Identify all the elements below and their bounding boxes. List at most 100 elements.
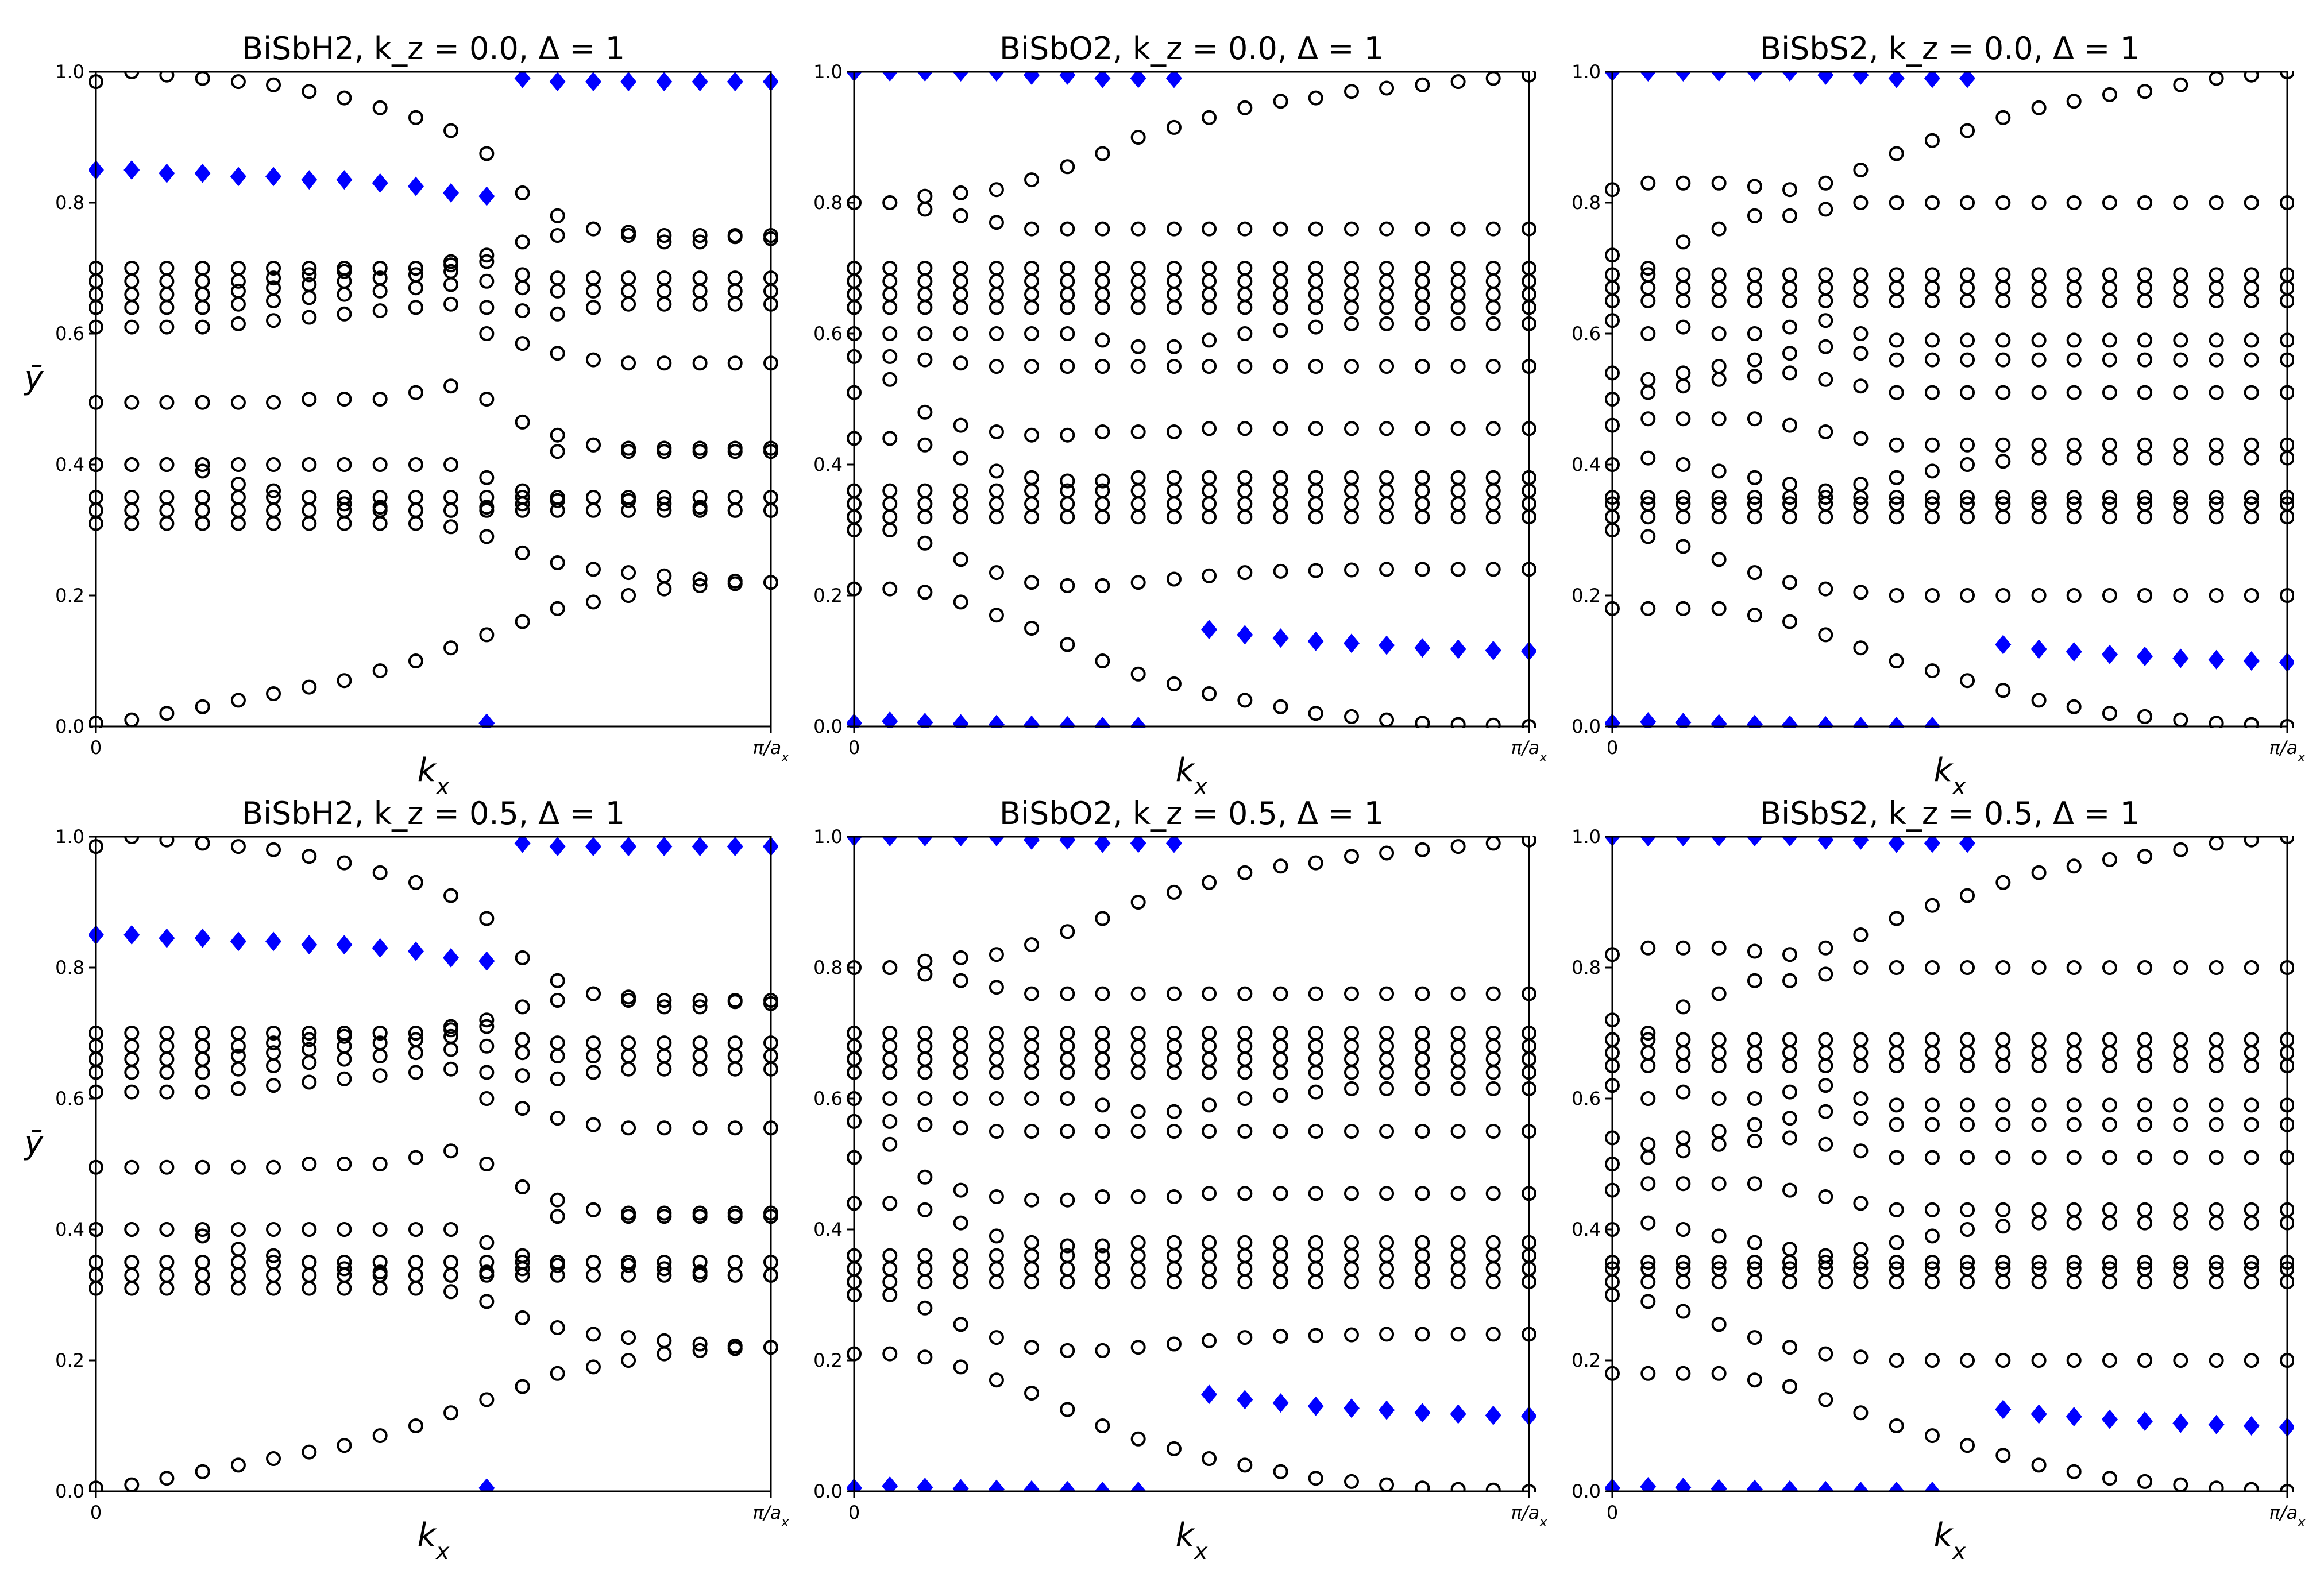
x-axis-label: kx [1176,752,1208,800]
edge-state-point [159,928,175,948]
bulk-point [230,502,246,518]
bulk-point [230,395,246,410]
data-markers [1605,71,2294,728]
edge-state-point [1094,1482,1111,1492]
bulk-point [1960,437,1975,453]
bulk-point [727,994,743,1010]
bulk-point [1166,1336,1182,1352]
bulk-point [2102,1150,2117,1165]
bulk-point [1995,1058,2011,1073]
bulk-point [1676,1274,1691,1290]
edge-state-point [1817,716,1834,728]
bulk-point [1818,581,1833,597]
edge-state-point [1130,717,1146,728]
bulk-point [727,270,743,286]
edge-state-point [1995,635,2012,655]
bulk-point [1450,273,1466,289]
bulk-point [1273,1274,1288,1290]
bulk-point [159,273,175,289]
bulk-point [1924,1202,1940,1217]
bulk-point [917,1261,933,1277]
bulk-point [443,1284,459,1300]
bulk-point [917,273,933,289]
bulk-point [1640,1058,1656,1073]
bulk-point [2066,588,2082,603]
bulk-point [1237,1065,1253,1080]
edge-state-point [230,167,246,187]
bulk-point [195,1159,210,1175]
bulk-point [195,1267,210,1283]
bulk-point [2102,1058,2117,1073]
bulk-point [372,865,388,880]
bulk-point [2137,84,2153,99]
bulk-point [1782,319,1798,335]
bulk-point [550,1366,565,1381]
bulk-point [657,283,672,299]
bulk-point [692,1205,708,1221]
bulk-point [1818,483,1833,498]
bulk-point [2066,1255,2082,1270]
bulk-point [989,509,1004,525]
bulk-point [2209,716,2224,728]
bulk-point [2031,1215,2047,1231]
bulk-point [443,277,459,292]
edge-state-point [917,1478,933,1492]
bulk-point [917,1026,933,1041]
bulk-point [1640,1026,1656,1041]
bulk-point [1415,496,1430,512]
bulk-point [372,500,388,515]
bulk-point [1676,1032,1691,1047]
bulk-point [302,261,317,276]
bulk-point [1166,986,1182,1001]
bulk-point [1747,326,1762,341]
bulk-point [266,1026,281,1041]
bulk-point [1379,359,1395,374]
bulk-point [266,1248,281,1263]
bulk-point [302,502,317,518]
bulk-point [479,326,495,341]
bulk-point [1237,1038,1253,1054]
bulk-point [692,490,708,505]
bulk-point [515,1248,530,1263]
bulk-point [1924,960,1940,975]
bulk-point [479,1235,495,1250]
bulk-point [479,247,495,263]
bulk-point [337,1255,352,1270]
bulk-point [2031,960,2047,975]
bulk-point [2137,1097,2153,1113]
bulk-point [2173,588,2188,603]
bulk-point [266,395,281,410]
bulk-point [1024,1386,1040,1401]
bulk-point [1415,1274,1430,1290]
bulk-point [124,516,140,531]
bulk-point [443,1042,459,1057]
bulk-point [1379,1124,1395,1139]
bulk-point [1344,849,1359,864]
bulk-point [1960,1438,1975,1453]
bulk-point [337,490,352,505]
bulk-point [1924,1428,1940,1444]
bulk-point [2173,960,2188,975]
bulk-point [657,1261,672,1277]
edge-state-point [1343,1398,1360,1418]
bulk-point [1344,986,1359,1001]
edge-state-point [1746,1479,1763,1492]
bulk-point [621,1205,636,1221]
bulk-point [1889,332,1904,348]
edge-state-point [478,713,495,728]
bulk-point [1853,1349,1869,1365]
bulk-point [1711,986,1727,1001]
bulk-point [1818,1274,1833,1290]
bulk-point [443,1267,459,1283]
bulk-point [1166,470,1182,485]
bulk-point [266,1058,281,1073]
bulk-point [989,359,1004,374]
bulk-point [1130,261,1146,276]
bulk-point [1711,1045,1727,1061]
bulk-point [1995,1353,2011,1368]
bulk-point [882,273,898,289]
bulk-point [1485,287,1501,302]
bulk-point [515,1379,530,1394]
bulk-point [230,261,246,276]
bulk-point [953,1038,968,1054]
